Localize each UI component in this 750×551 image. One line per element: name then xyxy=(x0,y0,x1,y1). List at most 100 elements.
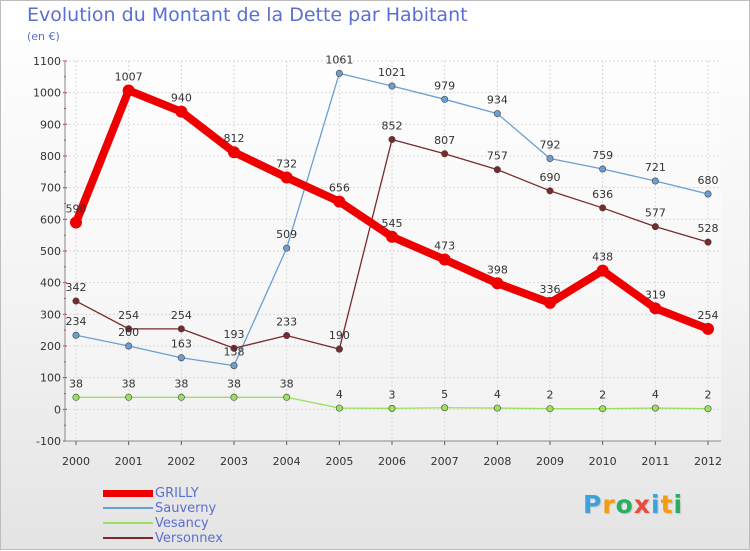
y-tick-label: 600 xyxy=(40,213,61,226)
legend-swatch xyxy=(103,507,153,509)
data-point xyxy=(72,393,80,401)
data-label: 656 xyxy=(329,182,350,195)
y-tick-label: 500 xyxy=(40,245,61,258)
x-tick-label: 2006 xyxy=(378,455,406,468)
data-label: 38 xyxy=(227,377,241,390)
data-point xyxy=(599,165,607,173)
data-point xyxy=(228,146,240,159)
data-point xyxy=(230,362,238,370)
x-tick-label: 2001 xyxy=(115,455,143,468)
data-label: 193 xyxy=(224,328,245,341)
data-label: 234 xyxy=(66,315,87,328)
data-point xyxy=(493,166,501,174)
data-point xyxy=(175,105,188,118)
data-point xyxy=(388,82,396,90)
legend-label: Sauverny xyxy=(155,501,217,516)
data-point xyxy=(125,342,133,350)
data-point xyxy=(546,187,554,195)
legend-label: Versonnex xyxy=(155,531,223,546)
data-point xyxy=(491,277,504,290)
data-label: 254 xyxy=(171,309,192,322)
data-label: 940 xyxy=(171,92,192,105)
data-point xyxy=(546,405,554,413)
data-point xyxy=(230,344,238,352)
series-line-versonnex xyxy=(75,300,340,350)
proxiti-logo: Proxiti xyxy=(583,490,683,519)
data-label: 1007 xyxy=(115,70,143,83)
data-label: 807 xyxy=(434,134,455,147)
data-point xyxy=(702,322,714,335)
data-label: 138 xyxy=(224,346,245,359)
data-point xyxy=(335,69,343,77)
logo-letter: t xyxy=(660,490,674,519)
data-point xyxy=(493,404,501,412)
logo-letter: o xyxy=(615,490,634,519)
data-point xyxy=(651,177,659,185)
data-label: 438 xyxy=(592,251,613,264)
chart-title: Evolution du Montant de la Dette par Hab… xyxy=(27,4,468,26)
data-label: 528 xyxy=(698,222,719,235)
data-point xyxy=(177,325,185,333)
data-point xyxy=(335,404,343,412)
data-label: 721 xyxy=(645,161,666,174)
data-point xyxy=(544,296,556,309)
data-label: 342 xyxy=(66,281,87,294)
data-label: 190 xyxy=(329,329,350,342)
data-label: 577 xyxy=(645,207,666,220)
x-tick-label: 2012 xyxy=(694,455,722,468)
data-point xyxy=(704,405,712,413)
data-label: 38 xyxy=(280,377,294,390)
x-tick-label: 2005 xyxy=(325,455,353,468)
x-tick-label: 2011 xyxy=(641,455,669,468)
data-point xyxy=(177,393,185,401)
legend-swatch xyxy=(103,537,153,539)
data-point xyxy=(388,404,396,412)
data-point xyxy=(283,332,291,340)
data-point xyxy=(125,325,133,333)
x-tick-label: 2009 xyxy=(536,455,564,468)
data-label: 792 xyxy=(540,139,561,152)
x-tick-label: 2007 xyxy=(431,455,459,468)
data-label: 545 xyxy=(382,217,403,230)
data-label: 509 xyxy=(276,228,297,241)
data-label: 163 xyxy=(171,338,192,351)
data-point xyxy=(599,204,607,212)
x-tick-label: 2004 xyxy=(273,455,301,468)
data-point xyxy=(599,405,607,413)
legend-label: GRILLY xyxy=(155,486,199,501)
data-label: 759 xyxy=(592,149,613,162)
data-label: 3 xyxy=(389,388,396,401)
data-label: 254 xyxy=(118,309,139,322)
data-label: 934 xyxy=(487,94,508,107)
y-tick-label: 300 xyxy=(40,308,61,321)
data-label: 979 xyxy=(434,79,455,92)
data-label: 852 xyxy=(382,120,403,133)
data-label: 636 xyxy=(592,188,613,201)
data-point xyxy=(388,136,396,144)
legend-item: Versonnex xyxy=(103,531,333,546)
data-label: 690 xyxy=(540,171,561,184)
data-point xyxy=(704,190,712,198)
data-label: 200 xyxy=(118,326,139,339)
data-label: 1021 xyxy=(378,66,406,79)
legend-item: Vesancy xyxy=(103,516,333,531)
data-label: 38 xyxy=(174,377,188,390)
data-point xyxy=(122,84,135,97)
data-label: 4 xyxy=(494,388,501,401)
x-tick-label: 2008 xyxy=(483,455,511,468)
data-label: 38 xyxy=(69,377,83,390)
data-label: 732 xyxy=(276,158,297,171)
data-point xyxy=(283,244,291,252)
data-label: 38 xyxy=(122,377,136,390)
data-point xyxy=(704,238,712,246)
data-label: 398 xyxy=(487,263,508,276)
data-point xyxy=(70,216,82,229)
data-point xyxy=(441,404,449,412)
logo-letter: i xyxy=(673,490,684,519)
legend-item: GRILLY xyxy=(103,486,333,501)
series-line-versonnex xyxy=(338,138,709,350)
data-point xyxy=(546,155,554,163)
logo-letter: i xyxy=(651,490,661,519)
data-point xyxy=(493,110,501,118)
